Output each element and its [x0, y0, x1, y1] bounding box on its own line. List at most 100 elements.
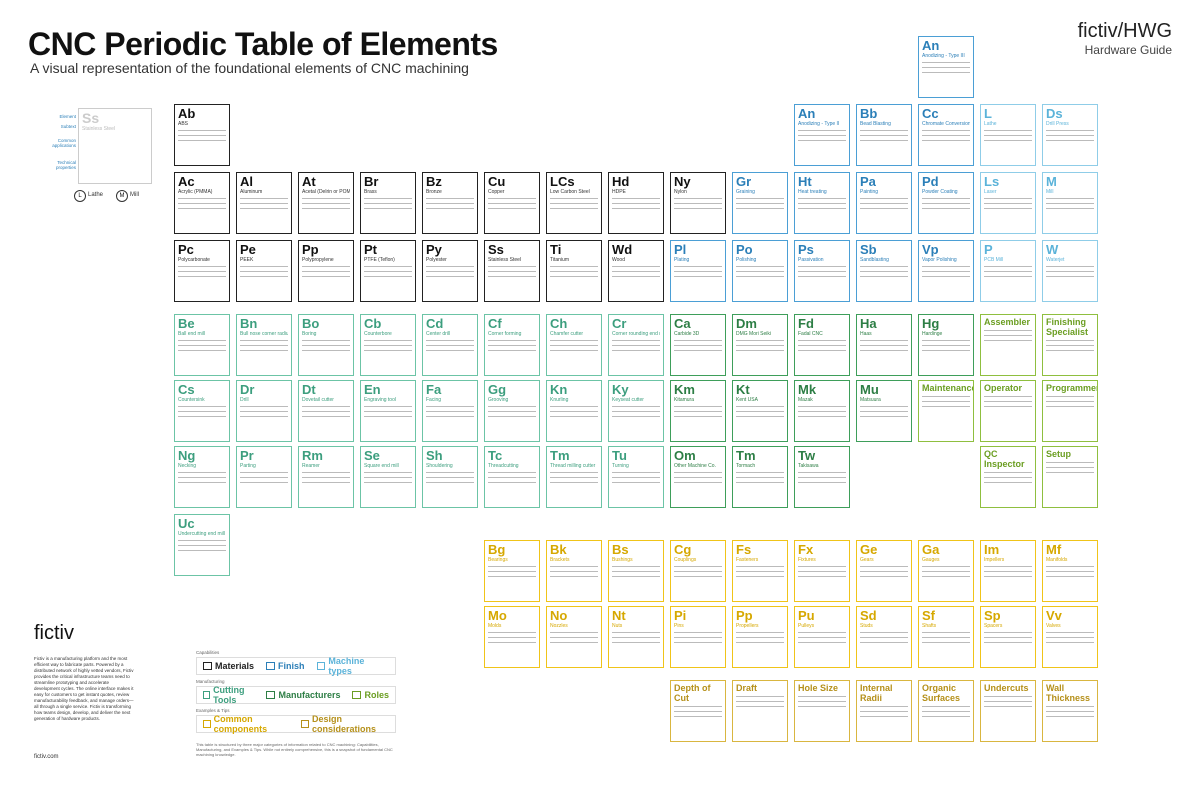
element-tile: Rm Reamer: [298, 446, 354, 508]
divider: [488, 340, 536, 343]
divider: [798, 345, 846, 348]
divider: [674, 472, 722, 475]
divider: [488, 208, 536, 211]
element-name: Laser: [984, 189, 997, 195]
divider: [550, 406, 598, 409]
divider: [426, 406, 474, 409]
brand-sub: Hardware Guide: [1084, 43, 1172, 57]
divider: [798, 566, 846, 569]
divider: [736, 642, 784, 645]
element-tile: Po Polishing: [732, 240, 788, 302]
divider: [550, 350, 598, 353]
element-symbol: Assembler: [984, 317, 1031, 327]
divider: [488, 411, 536, 414]
divider: [302, 203, 350, 206]
element-name: PCB Mill: [984, 257, 1004, 263]
element-name: Parting: [240, 463, 256, 469]
divider: [178, 477, 226, 480]
divider: [922, 711, 970, 714]
finish-swatch-icon: [266, 662, 276, 670]
element-name: Acrylic (PMMA): [178, 189, 213, 195]
divider: [798, 130, 846, 133]
divider: [488, 406, 536, 409]
divider: [178, 416, 226, 419]
element-name: Knurling: [550, 397, 569, 403]
element-symbol: Uc: [178, 516, 195, 531]
divider: [736, 208, 784, 211]
element-name: Acetal (Delrin or POM): [302, 189, 350, 195]
element-name: Stainless Steel: [488, 257, 522, 263]
element-name: Reamer: [302, 463, 320, 469]
divider: [488, 472, 536, 475]
element-symbol: Fa: [426, 382, 442, 397]
element-tile: Undercuts: [980, 680, 1036, 742]
divider: [674, 706, 722, 709]
element-symbol: Bb: [860, 106, 878, 121]
divider: [922, 266, 970, 269]
divider: [240, 472, 288, 475]
element-name: Hardinge: [922, 331, 943, 337]
element-name: Bead Blasting: [860, 121, 891, 127]
key-label: Common applications: [52, 138, 76, 148]
element-tile: Tw Takisawa: [794, 446, 850, 508]
divider: [364, 350, 412, 353]
divider: [550, 271, 598, 274]
element-name: Undercutting end mill: [178, 531, 225, 537]
divider: [860, 266, 908, 269]
divider: [736, 472, 784, 475]
divider: [302, 477, 350, 480]
element-symbol: W: [1046, 242, 1059, 257]
element-tile: Sb Sandblasting: [856, 240, 912, 302]
divider: [426, 350, 474, 353]
element-symbol: Pu: [798, 608, 815, 623]
divider: [488, 266, 536, 269]
element-symbol: An: [798, 106, 816, 121]
element-symbol: Be: [178, 316, 195, 331]
divider: [550, 411, 598, 414]
divider: [984, 330, 1032, 333]
divider: [612, 266, 660, 269]
divider: [860, 350, 908, 353]
element-tile: Ht Heat treating: [794, 172, 850, 234]
element-symbol: Pi: [674, 608, 687, 623]
divider: [488, 642, 536, 645]
divider: [240, 411, 288, 414]
element-symbol: Mo: [488, 608, 507, 623]
element-symbol: Setup: [1046, 449, 1072, 459]
element-symbol: Sp: [984, 608, 1001, 623]
divider: [984, 696, 1032, 699]
element-name: Facing: [426, 397, 442, 403]
divider: [674, 711, 722, 714]
element-symbol: Fd: [798, 316, 814, 331]
divider: [612, 632, 660, 635]
element-tile: Pa Painting: [856, 172, 912, 234]
element-tile: Fx Fixtures: [794, 540, 850, 602]
element-symbol: Ny: [674, 174, 691, 189]
divider: [984, 340, 1032, 343]
element-name: Necking: [178, 463, 197, 469]
element-name: Anodizing - Type III: [922, 53, 965, 59]
divider: [674, 198, 722, 201]
site-link[interactable]: fictiv.com: [34, 754, 59, 760]
divider: [984, 266, 1032, 269]
divider: [984, 406, 1032, 409]
element-symbol: Ac: [178, 174, 195, 189]
divider: [736, 276, 784, 279]
key-sample-tile: [78, 108, 152, 184]
divider: [736, 576, 784, 579]
element-symbol: Pe: [240, 242, 256, 257]
element-tile: Tm Tormach: [732, 446, 788, 508]
divider: [860, 130, 908, 133]
legend-heading: Manufacturing: [196, 679, 225, 684]
element-name: Matsuura: [860, 397, 881, 403]
divider: [302, 276, 350, 279]
element-symbol: Tc: [488, 448, 503, 463]
divider: [178, 340, 226, 343]
element-symbol: Draft: [736, 683, 758, 693]
divider: [984, 571, 1032, 574]
divider: [1046, 576, 1094, 579]
divider: [612, 637, 660, 640]
divider: [798, 482, 846, 485]
